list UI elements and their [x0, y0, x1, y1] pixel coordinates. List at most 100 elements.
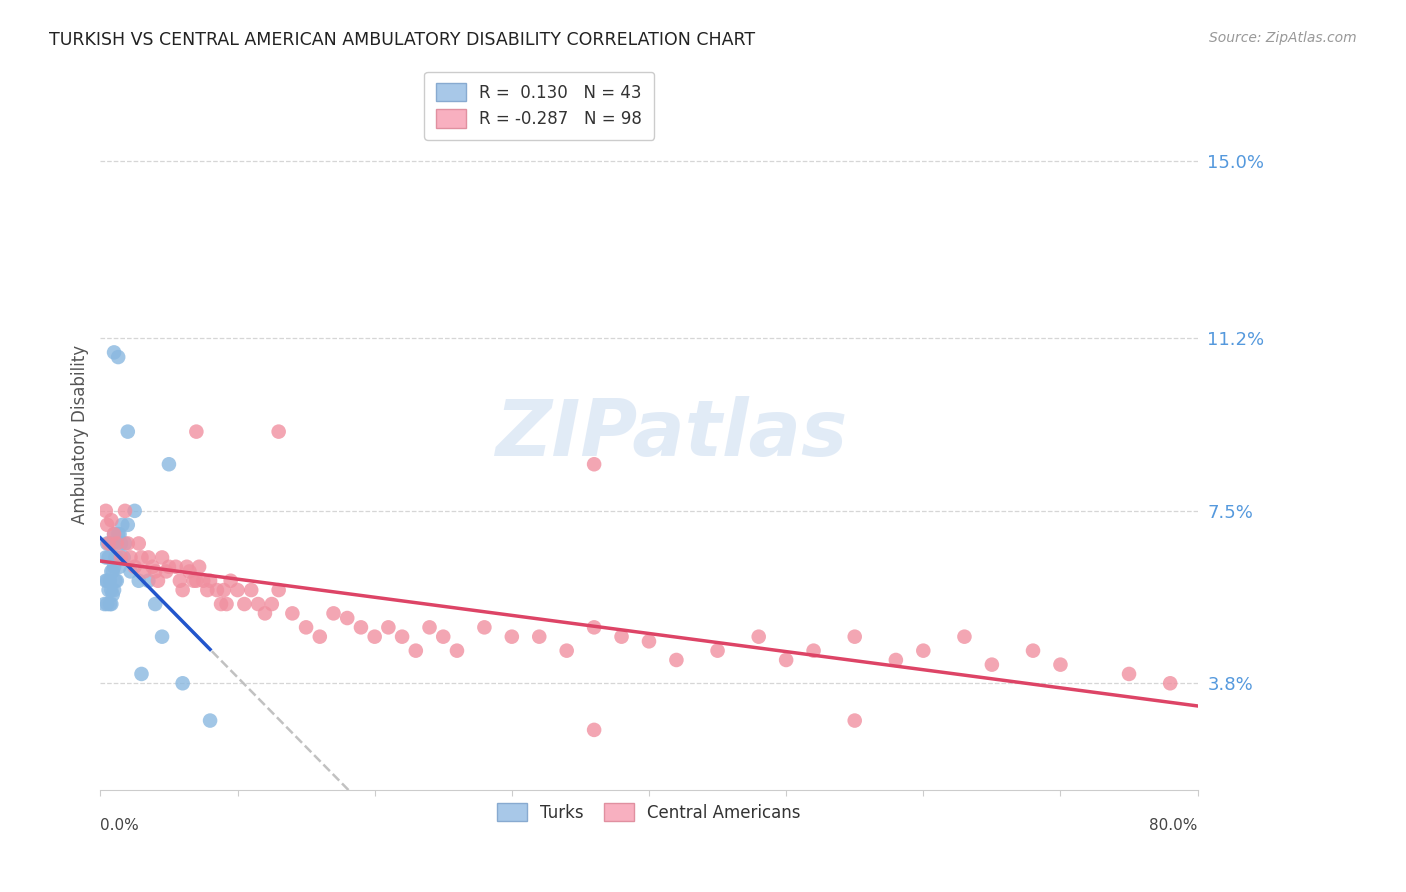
Point	[103, 583, 125, 598]
Point	[104, 574, 127, 588]
Point	[1159, 676, 1181, 690]
Point	[198, 574, 221, 588]
Point	[103, 527, 125, 541]
Point	[98, 597, 121, 611]
Point	[186, 574, 208, 588]
Point	[98, 536, 121, 550]
Point	[101, 536, 124, 550]
Point	[96, 517, 118, 532]
Point	[114, 536, 136, 550]
Point	[193, 574, 215, 588]
Point	[105, 550, 128, 565]
Point	[103, 559, 125, 574]
Point	[96, 536, 118, 550]
Point	[844, 630, 866, 644]
Point	[101, 588, 124, 602]
Point	[583, 723, 606, 737]
Point	[322, 607, 344, 621]
Point	[775, 653, 797, 667]
Point	[94, 504, 117, 518]
Point	[583, 457, 606, 471]
Point	[98, 574, 121, 588]
Point	[884, 653, 907, 667]
Point	[1118, 667, 1140, 681]
Point	[183, 574, 205, 588]
Point	[665, 653, 688, 667]
Point	[336, 611, 359, 625]
Point	[253, 607, 276, 621]
Point	[1049, 657, 1071, 672]
Point	[529, 630, 551, 644]
Point	[980, 657, 1002, 672]
Point	[446, 643, 468, 657]
Point	[138, 574, 160, 588]
Point	[103, 345, 125, 359]
Point	[391, 630, 413, 644]
Text: ZIPatlas: ZIPatlas	[495, 396, 846, 472]
Point	[748, 630, 770, 644]
Point	[706, 643, 728, 657]
Point	[377, 620, 399, 634]
Point	[226, 583, 249, 598]
Point	[157, 457, 180, 471]
Point	[107, 350, 129, 364]
Point	[418, 620, 440, 634]
Text: 0.0%: 0.0%	[100, 819, 139, 833]
Point	[474, 620, 496, 634]
Point	[94, 574, 117, 588]
Point	[638, 634, 661, 648]
Point	[131, 667, 153, 681]
Point	[100, 597, 122, 611]
Point	[157, 559, 180, 574]
Point	[101, 565, 124, 579]
Point	[583, 620, 606, 634]
Point	[105, 574, 128, 588]
Point	[96, 597, 118, 611]
Point	[124, 559, 146, 574]
Point	[803, 643, 825, 657]
Point	[172, 676, 194, 690]
Point	[104, 550, 127, 565]
Point	[212, 583, 235, 598]
Point	[128, 574, 150, 588]
Point	[138, 550, 160, 565]
Y-axis label: Ambulatory Disability: Ambulatory Disability	[72, 344, 89, 524]
Point	[233, 597, 256, 611]
Point	[117, 425, 139, 439]
Point	[110, 550, 132, 565]
Point	[150, 630, 173, 644]
Legend: Turks, Central Americans: Turks, Central Americans	[491, 797, 807, 829]
Point	[165, 559, 187, 574]
Point	[124, 504, 146, 518]
Point	[114, 504, 136, 518]
Point	[176, 559, 198, 574]
Point	[953, 630, 976, 644]
Point	[100, 565, 122, 579]
Point	[188, 559, 211, 574]
Point	[120, 565, 142, 579]
Text: 80.0%: 80.0%	[1149, 819, 1198, 833]
Point	[143, 565, 166, 579]
Point	[117, 536, 139, 550]
Point	[198, 714, 221, 728]
Point	[169, 574, 191, 588]
Point	[267, 425, 290, 439]
Point	[141, 559, 163, 574]
Point	[155, 565, 177, 579]
Point	[179, 565, 201, 579]
Point	[260, 597, 283, 611]
Point	[100, 583, 122, 598]
Point	[94, 550, 117, 565]
Point	[501, 630, 523, 644]
Point	[267, 583, 290, 598]
Point	[172, 583, 194, 598]
Point	[195, 583, 218, 598]
Point	[97, 536, 120, 550]
Point	[117, 517, 139, 532]
Point	[350, 620, 373, 634]
Point	[131, 550, 153, 565]
Point	[108, 559, 131, 574]
Point	[110, 536, 132, 550]
Point	[103, 527, 125, 541]
Text: Source: ZipAtlas.com: Source: ZipAtlas.com	[1209, 31, 1357, 45]
